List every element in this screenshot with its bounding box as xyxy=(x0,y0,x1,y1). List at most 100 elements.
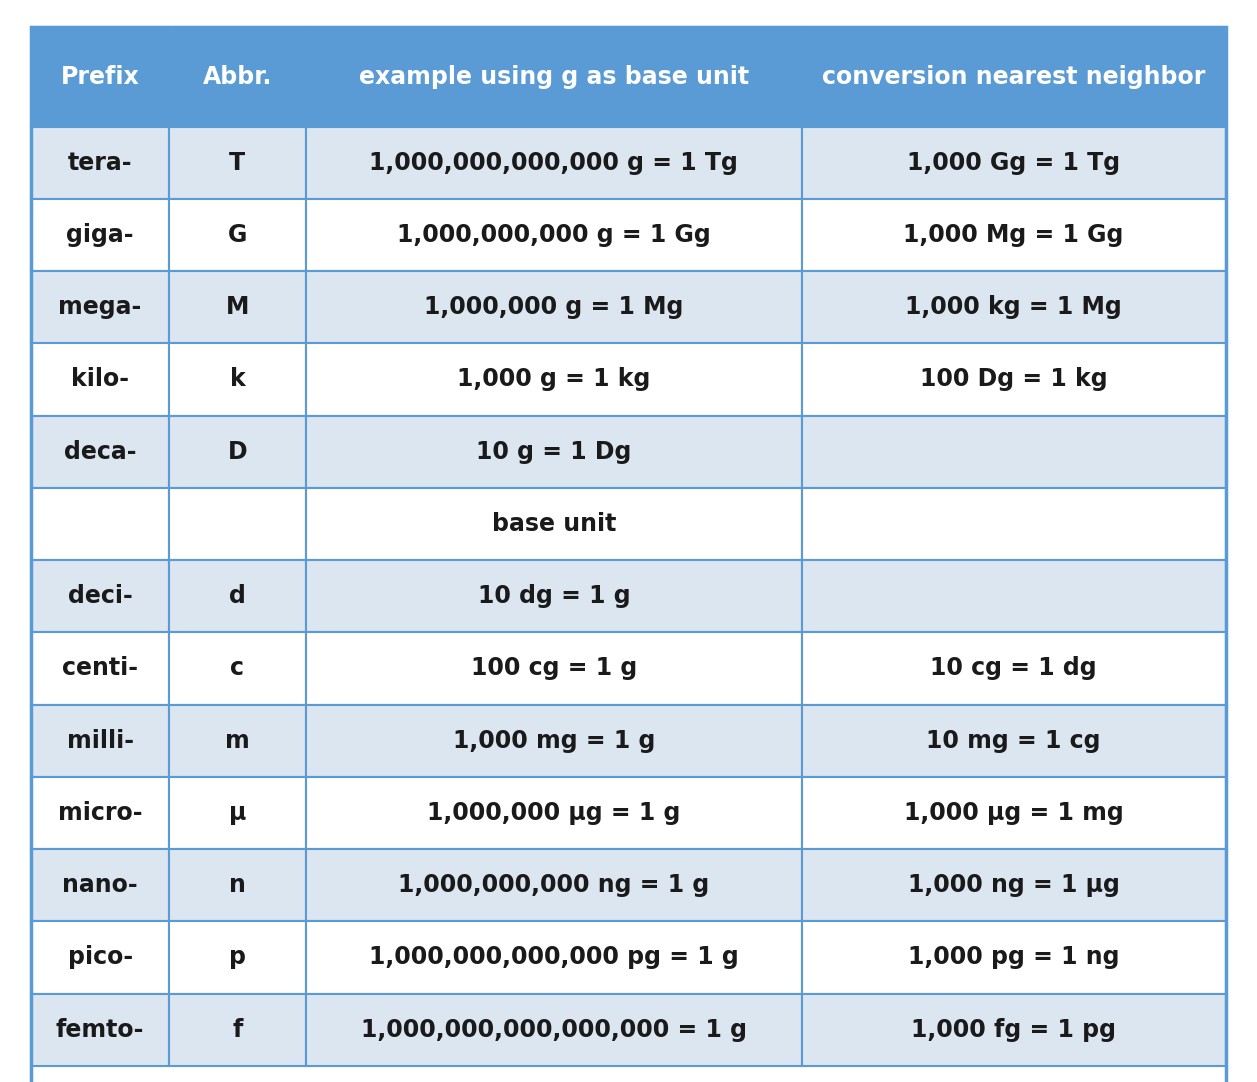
Bar xyxy=(31,632,168,704)
Bar xyxy=(31,488,168,560)
Text: 10 cg = 1 dg: 10 cg = 1 dg xyxy=(930,657,1097,681)
Text: 100 cg = 1 g: 100 cg = 1 g xyxy=(470,657,637,681)
Bar xyxy=(168,343,307,415)
Text: 1,000 g = 1 kg: 1,000 g = 1 kg xyxy=(458,368,651,392)
Text: micro-: micro- xyxy=(58,801,142,824)
Bar xyxy=(307,560,802,632)
Bar xyxy=(168,777,307,849)
Bar xyxy=(307,488,802,560)
Text: f: f xyxy=(233,1018,243,1042)
Text: G: G xyxy=(228,223,248,247)
Bar xyxy=(31,921,168,993)
Bar xyxy=(168,993,307,1066)
Bar xyxy=(802,849,1226,921)
Bar xyxy=(168,488,307,560)
Text: mega-: mega- xyxy=(59,295,142,319)
Text: 1,000 kg = 1 Mg: 1,000 kg = 1 Mg xyxy=(905,295,1123,319)
Bar xyxy=(307,272,802,343)
Bar xyxy=(802,921,1226,993)
Text: 1,000,000,000,000 pg = 1 g: 1,000,000,000,000 pg = 1 g xyxy=(370,946,739,969)
Bar xyxy=(168,704,307,777)
Text: 1,000 ng = 1 μg: 1,000 ng = 1 μg xyxy=(908,873,1120,897)
Text: 10 g = 1 Dg: 10 g = 1 Dg xyxy=(476,439,631,464)
Bar xyxy=(802,127,1226,199)
Text: deci-: deci- xyxy=(68,584,132,608)
Text: 1,000,000 μg = 1 g: 1,000,000 μg = 1 g xyxy=(427,801,680,824)
Text: c: c xyxy=(230,657,244,681)
Text: k: k xyxy=(230,368,245,392)
Text: 1,000 Gg = 1 Tg: 1,000 Gg = 1 Tg xyxy=(908,150,1120,174)
Text: giga-: giga- xyxy=(67,223,133,247)
Bar xyxy=(168,849,307,921)
Text: d: d xyxy=(229,584,246,608)
Bar xyxy=(168,560,307,632)
Bar xyxy=(307,199,802,272)
Text: femto-: femto- xyxy=(55,1018,145,1042)
Text: D: D xyxy=(228,439,248,464)
Bar xyxy=(307,993,802,1066)
Bar xyxy=(307,849,802,921)
Text: 1,000,000,000,000 g = 1 Tg: 1,000,000,000,000 g = 1 Tg xyxy=(370,150,738,174)
Text: 1,000,000,000 ng = 1 g: 1,000,000,000 ng = 1 g xyxy=(398,873,709,897)
Bar xyxy=(31,849,168,921)
Bar xyxy=(802,993,1226,1066)
Text: 1,000,000 g = 1 Mg: 1,000,000 g = 1 Mg xyxy=(424,295,684,319)
Bar xyxy=(307,343,802,415)
Text: 1,000 pg = 1 ng: 1,000 pg = 1 ng xyxy=(908,946,1120,969)
Text: tera-: tera- xyxy=(68,150,132,174)
Bar xyxy=(802,27,1226,127)
Bar xyxy=(168,127,307,199)
Bar xyxy=(31,127,168,199)
Text: milli-: milli- xyxy=(67,728,133,753)
Bar xyxy=(168,415,307,488)
Bar xyxy=(31,777,168,849)
Text: Prefix: Prefix xyxy=(60,65,140,89)
Bar xyxy=(31,343,168,415)
Bar xyxy=(802,272,1226,343)
Bar xyxy=(802,343,1226,415)
Bar xyxy=(307,704,802,777)
Bar xyxy=(307,27,802,127)
Text: nano-: nano- xyxy=(63,873,138,897)
Bar xyxy=(802,415,1226,488)
Bar xyxy=(168,632,307,704)
Text: base unit: base unit xyxy=(491,512,616,536)
Text: 100 Dg = 1 kg: 100 Dg = 1 kg xyxy=(920,368,1107,392)
Bar xyxy=(307,777,802,849)
Text: T: T xyxy=(229,150,245,174)
Bar xyxy=(307,415,802,488)
Text: 1,000 μg = 1 mg: 1,000 μg = 1 mg xyxy=(904,801,1124,824)
Text: n: n xyxy=(229,873,246,897)
Text: 1,000 fg = 1 pg: 1,000 fg = 1 pg xyxy=(911,1018,1116,1042)
Bar xyxy=(168,199,307,272)
Text: Abbr.: Abbr. xyxy=(202,65,272,89)
Text: 10 dg = 1 g: 10 dg = 1 g xyxy=(478,584,630,608)
Text: 1,000 mg = 1 g: 1,000 mg = 1 g xyxy=(453,728,655,753)
Bar xyxy=(802,560,1226,632)
Bar xyxy=(31,704,168,777)
Text: M: M xyxy=(226,295,249,319)
Text: p: p xyxy=(229,946,246,969)
Bar xyxy=(307,127,802,199)
Bar xyxy=(168,27,307,127)
Text: pico-: pico- xyxy=(68,946,133,969)
Bar xyxy=(307,632,802,704)
Bar xyxy=(168,921,307,993)
Text: deca-: deca- xyxy=(64,439,136,464)
Text: μ: μ xyxy=(229,801,246,824)
Text: m: m xyxy=(225,728,250,753)
Text: 10 mg = 1 cg: 10 mg = 1 cg xyxy=(926,728,1101,753)
Text: 1,000,000,000,000,000 = 1 g: 1,000,000,000,000,000 = 1 g xyxy=(361,1018,747,1042)
Bar xyxy=(31,27,168,127)
Bar xyxy=(802,704,1226,777)
Text: centi-: centi- xyxy=(62,657,138,681)
Bar xyxy=(307,921,802,993)
Text: 1,000 Mg = 1 Gg: 1,000 Mg = 1 Gg xyxy=(904,223,1124,247)
Text: conversion nearest neighbor: conversion nearest neighbor xyxy=(822,65,1205,89)
Bar xyxy=(802,199,1226,272)
Bar xyxy=(802,777,1226,849)
Bar xyxy=(802,488,1226,560)
Text: kilo-: kilo- xyxy=(72,368,129,392)
Bar xyxy=(802,632,1226,704)
Text: example using g as base unit: example using g as base unit xyxy=(358,65,749,89)
